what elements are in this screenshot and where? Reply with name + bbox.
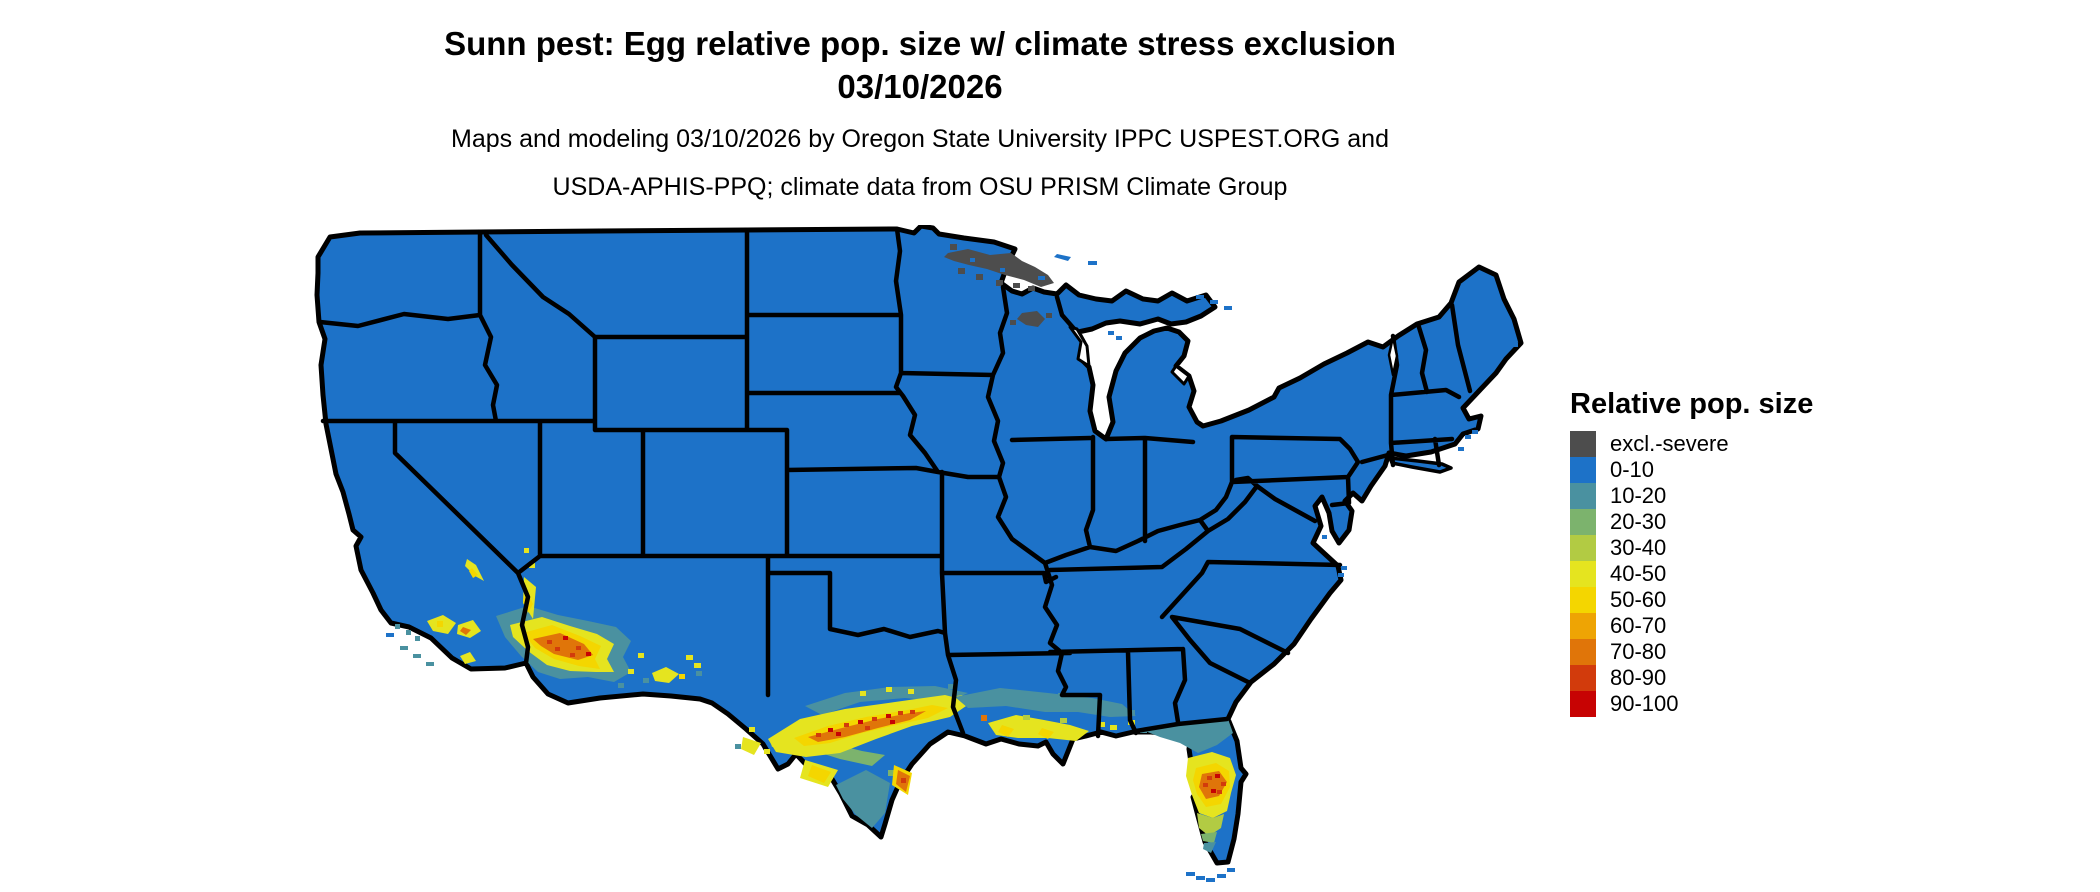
lake-champlain [1387,335,1399,377]
legend-item: 70-80 [1570,639,1830,665]
legend-item-label: 40-50 [1610,561,1667,586]
hotspot-minnesota-exclusion [944,244,1054,327]
legend-item: 60-70 [1570,613,1830,639]
legend-item-label: 70-80 [1610,639,1667,664]
legend-item: 0-10 [1570,457,1830,483]
legend-item: 80-90 [1570,665,1830,691]
map-title-line2: 03/10/2026 [837,68,1003,105]
legend-item-label: excl.-severe [1610,431,1729,456]
legend-item-label: 0-10 [1610,457,1655,482]
legend-swatch [1570,457,1596,483]
legend-swatch [1570,561,1596,587]
legend-item-label: 60-70 [1610,613,1667,638]
hotspot-texas [735,684,972,828]
legend-item: 30-40 [1570,535,1830,561]
legend-swatch [1570,613,1596,639]
legend-item: 20-30 [1570,509,1830,535]
us-map-svg [314,223,1524,882]
legend-item-label: 10-20 [1610,483,1667,508]
map-subtitle-line1: Maps and modeling 03/10/2026 by Oregon S… [451,125,1389,153]
legend-swatch [1570,639,1596,665]
legend-item-label: 20-30 [1610,509,1667,534]
legend-swatch [1570,483,1596,509]
legend-swatch [1570,535,1596,561]
us-map [300,223,1530,892]
legend-item-label: 80-90 [1610,665,1667,690]
legend-item: 40-50 [1570,561,1830,587]
state-borders [317,226,1473,739]
long-island [1388,456,1453,474]
legend-swatch [1570,431,1596,457]
hotspot-california [386,559,484,666]
title-block: Sunn pest: Egg relative pop. size w/ cli… [0,22,1840,204]
legend-item-label: 30-40 [1610,535,1667,560]
conus-outline [314,223,1524,866]
legend-item: excl.-severe [1570,431,1830,457]
legend-swatch [1570,665,1596,691]
legend-item: 50-60 [1570,587,1830,613]
green-bay-lake [1068,325,1091,368]
legend-item: 10-20 [1570,483,1830,509]
map-title-line1: Sunn pest: Egg relative pop. size w/ cli… [444,25,1396,62]
hotspot-florida [1140,719,1236,853]
legend-swatch [1570,691,1596,717]
legend-swatch [1570,509,1596,535]
legend-item: 90-100 [1570,691,1830,717]
legend-item-label: 50-60 [1610,587,1667,612]
legend-items: excl.-severe 0-10 10-20 20-30 30-40 40-50 50-6… [1570,431,1830,717]
island-speckles [1038,254,1518,882]
map-subtitle-line2: USDA-APHIS-PPQ; climate data from OSU PR… [552,173,1288,201]
saginaw-bay-lake [1170,364,1191,386]
legend: Relative pop. size excl.-severe 0-10 10-20… [1570,388,1830,717]
legend-swatch [1570,587,1596,613]
legend-item-label: 90-100 [1610,691,1679,716]
legend-title: Relative pop. size [1570,388,1814,420]
